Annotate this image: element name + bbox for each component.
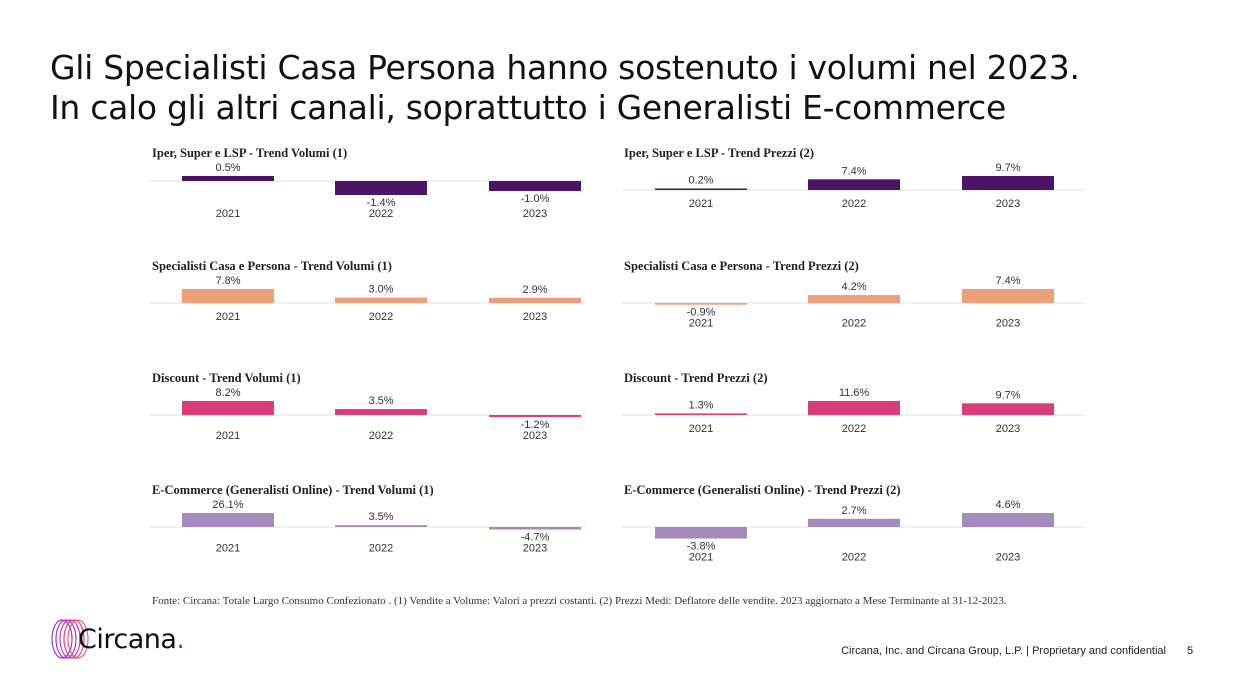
category-label: 2022: [369, 208, 393, 220]
data-label: 7.8%: [215, 275, 240, 287]
chart-title: Iper, Super e LSP - Trend Volumi (1): [152, 146, 347, 160]
category-label: 2022: [842, 423, 866, 435]
bar: [489, 181, 581, 191]
data-label: 4.6%: [995, 499, 1020, 511]
bar: [489, 415, 581, 418]
bar: [335, 297, 427, 303]
chart-title: Specialisti Casa e Persona - Trend Prezz…: [624, 259, 859, 273]
data-label: 2.7%: [841, 505, 866, 517]
charts-panel: Iper, Super e LSP - Trend Volumi (1) 0.5%…: [150, 146, 1085, 564]
category-label: 2022: [842, 552, 866, 564]
logo-dot: .: [176, 623, 185, 655]
data-label: 3.0%: [368, 284, 393, 296]
data-label: 7.4%: [995, 275, 1020, 287]
category-label: 2023: [996, 198, 1020, 210]
category-label: 2023: [523, 208, 547, 220]
chart-title: Discount - Trend Volumi (1): [152, 371, 301, 385]
bar: [808, 401, 900, 415]
category-label: 2023: [523, 430, 547, 442]
category-label: 2022: [369, 430, 393, 442]
chart-title: E-Commerce (Generalisti Online) - Trend …: [152, 483, 434, 497]
category-label: 2023: [523, 311, 547, 323]
bar: [808, 179, 900, 190]
category-label: 2021: [689, 423, 713, 435]
data-label: 8.2%: [215, 387, 240, 399]
chart-title: Iper, Super e LSP - Trend Prezzi (2): [624, 146, 814, 160]
bar: [335, 525, 427, 527]
bar: [335, 181, 427, 195]
data-label: -3.8%: [687, 541, 716, 553]
data-label: 26.1%: [212, 499, 243, 511]
bar: [182, 289, 274, 303]
category-label: 2021: [216, 430, 240, 442]
data-label: 0.5%: [215, 162, 240, 174]
data-label: 11.6%: [839, 387, 870, 399]
data-label: 4.2%: [841, 281, 866, 293]
title-line-1: Gli Specialisti Casa Persona hanno soste…: [50, 48, 1080, 87]
bar: [489, 527, 581, 530]
data-label: 9.7%: [995, 162, 1020, 174]
chart-title: Specialisti Casa e Persona - Trend Volum…: [152, 259, 392, 273]
category-label: 2021: [216, 543, 240, 555]
chart-title: Discount - Trend Prezzi (2): [624, 371, 768, 385]
data-label: 9.7%: [995, 389, 1020, 401]
bar: [655, 188, 747, 190]
bar: [489, 297, 581, 303]
bar: [962, 176, 1054, 190]
page-number: 5: [1187, 645, 1194, 657]
data-label: -1.2%: [521, 419, 550, 431]
data-label: -4.7%: [521, 532, 550, 544]
category-label: 2021: [689, 318, 713, 330]
category-label: 2023: [996, 318, 1020, 330]
data-label: 1.3%: [688, 399, 713, 411]
data-label: -1.0%: [521, 193, 550, 205]
circana-rings-icon: [51, 619, 89, 659]
bar: [182, 176, 274, 181]
bar: [335, 409, 427, 415]
bar: [655, 413, 747, 415]
bar: [808, 518, 900, 527]
slide-title: Gli Specialisti Casa Persona hanno soste…: [50, 48, 1080, 128]
bar: [655, 303, 747, 305]
circana-logo: Circana.: [48, 618, 185, 660]
category-label: 2023: [996, 552, 1020, 564]
chart-title: E-Commerce (Generalisti Online) - Trend …: [624, 483, 901, 497]
category-label: 2022: [369, 311, 393, 323]
data-label: 3.5%: [368, 511, 393, 523]
bar: [655, 527, 747, 539]
category-label: 2021: [689, 198, 713, 210]
data-label: -1.4%: [367, 197, 396, 209]
category-label: 2021: [689, 552, 713, 564]
bar: [962, 403, 1054, 415]
bar: [808, 295, 900, 303]
category-label: 2023: [996, 423, 1020, 435]
category-label: 2022: [369, 543, 393, 555]
bar: [962, 513, 1054, 527]
category-label: 2022: [842, 318, 866, 330]
data-label: 2.9%: [522, 284, 547, 296]
bar: [962, 289, 1054, 303]
footer-text: Circana, Inc. and Circana Group, L.P. | …: [841, 645, 1166, 657]
data-label: 7.4%: [841, 165, 866, 177]
data-label: 0.2%: [688, 175, 713, 187]
category-label: 2021: [216, 208, 240, 220]
logo-text: Circana: [78, 623, 177, 655]
source-note: Fonte: Circana: Totale Largo Consumo Con…: [152, 595, 1007, 607]
category-label: 2022: [842, 198, 866, 210]
bar: [182, 401, 274, 415]
title-line-2: In calo gli altri canali, soprattutto i …: [50, 88, 1007, 127]
category-label: 2023: [523, 543, 547, 555]
bar: [182, 513, 274, 527]
data-label: 3.5%: [368, 395, 393, 407]
category-label: 2021: [216, 311, 240, 323]
data-label: -0.9%: [687, 307, 716, 319]
